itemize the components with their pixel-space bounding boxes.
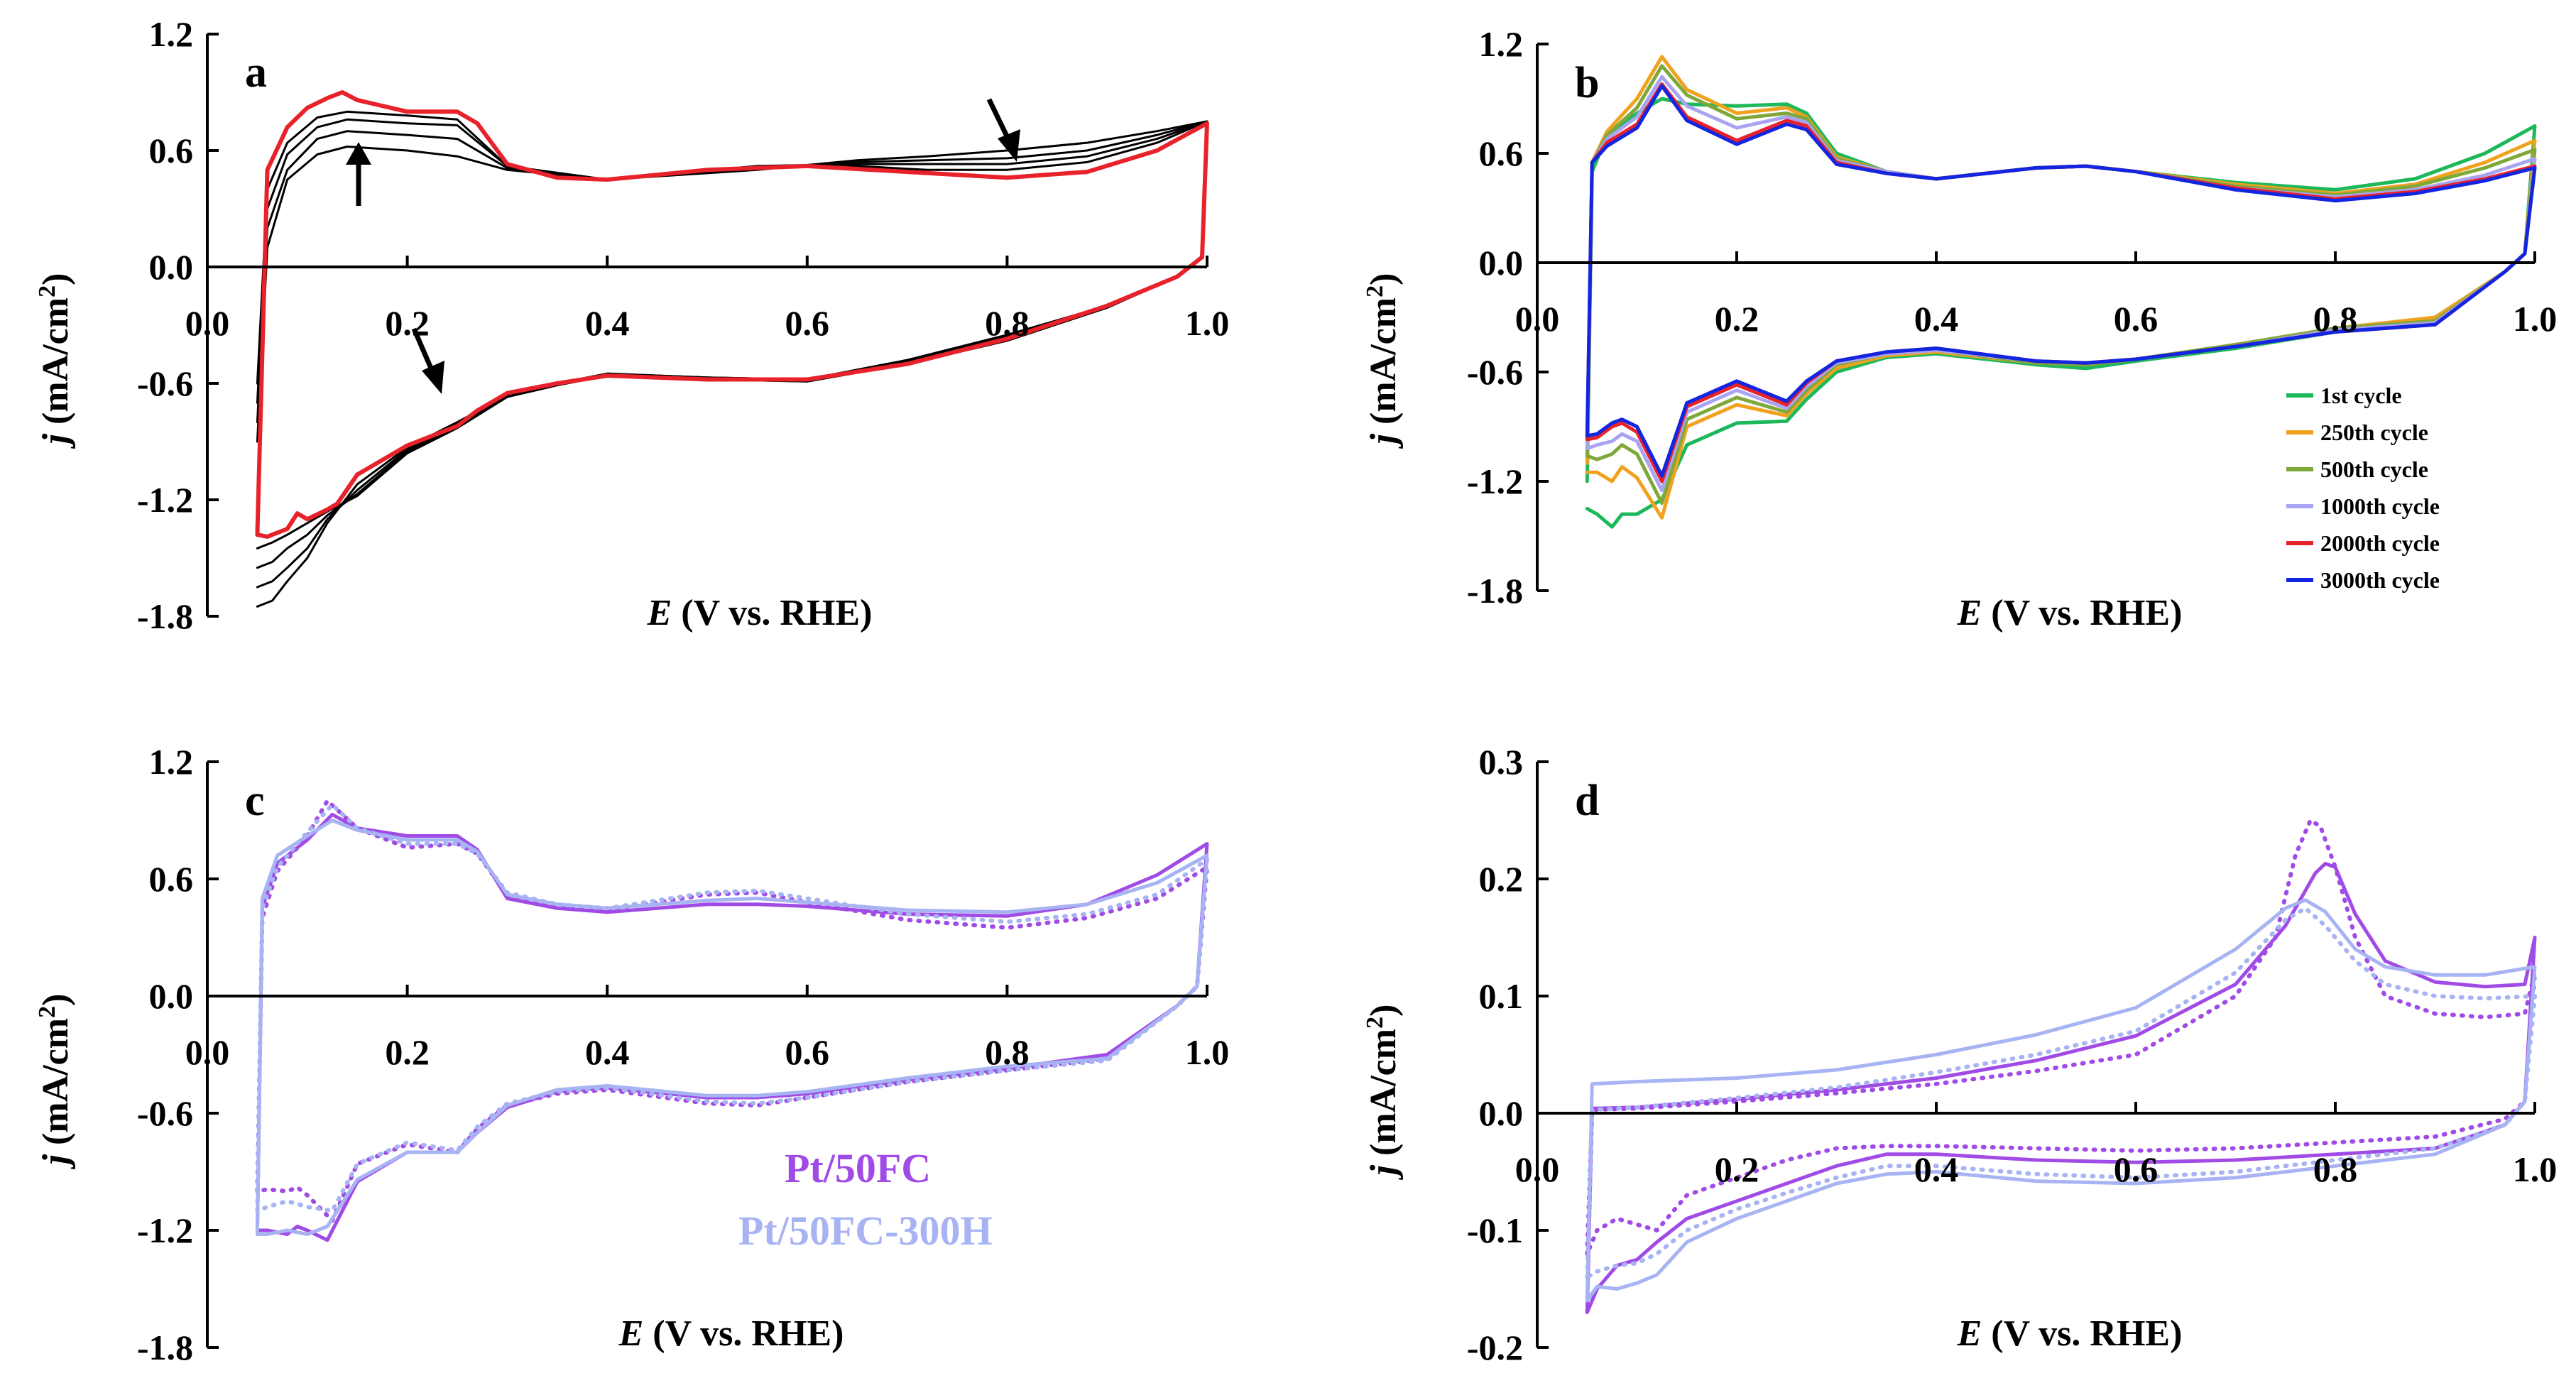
panel-d-x-tick-label: 0.2	[1715, 1149, 1759, 1189]
legend-entry: 1st cycle	[2320, 383, 2402, 408]
panel-a-y-tick-label: 1.2	[149, 14, 194, 54]
legend-entry: 1000th cycle	[2320, 493, 2440, 519]
arrow-anodic-growth	[346, 142, 371, 206]
panel-d-x-tick-label: 0.0	[1515, 1149, 1560, 1189]
panel-b-ylabel: j (mA/cm2)	[1362, 273, 1404, 449]
panel-c-series-pt-50fc-300h-dotted	[255, 802, 1209, 1213]
panel-a-letter: a	[245, 48, 267, 97]
panel-a-series-cycle-3	[256, 118, 1208, 569]
panel-b-x-tick-label: 0.0	[1515, 299, 1560, 339]
panel-d-series-pt-50fc-300h-dotted	[1585, 906, 2537, 1279]
panel-d-y-tick-label: 0.1	[1479, 976, 1524, 1016]
panel-a-x-tick-label: 0.6	[785, 303, 830, 343]
panel-b-x-tick-label: 0.6	[2114, 299, 2159, 339]
panel-c-series	[255, 799, 1209, 1242]
panel-a-series-early-cycle	[256, 120, 1208, 608]
panel-c-series-pt-50fc	[255, 812, 1209, 1242]
panel-d-y-tick-label: -0.1	[1467, 1210, 1523, 1250]
panel-d-y-tick-label: 0.3	[1479, 742, 1524, 782]
panel-a-ylabel: j (mA/cm2)	[34, 273, 77, 449]
panel-a-xlabel: E (V vs. RHE)	[647, 593, 873, 633]
panel-d-series	[1585, 818, 2537, 1314]
panel-c-series-pt-50fc-dotted	[255, 799, 1209, 1223]
panel-b-series	[1585, 55, 2537, 529]
legend-entry: 250th cycle	[2320, 420, 2428, 445]
panel-a-x-tick-label: 0.2	[385, 303, 430, 343]
panel-a-chart: 1.20.60.0-0.6-1.2-1.80.0 0.2 0.4 0.6 0.8 1.0 …	[34, 14, 1230, 636]
panel-a-series-final-cycle	[255, 90, 1209, 539]
panel-a-y-tick-label: 0.6	[149, 131, 194, 170]
panel-c-y-tick-label: -1.8	[137, 1328, 193, 1367]
panel-c-y-tick-label: 0.6	[149, 859, 194, 899]
panel-b-y-tick-label: -0.6	[1467, 352, 1523, 392]
panel-b-series-3000th-cycle	[1585, 84, 2537, 478]
panel-d-x-tick-label: 0.8	[2313, 1149, 2358, 1189]
panel-c-y-tick-label: -0.6	[137, 1093, 193, 1133]
legend-label-pt50fc: Pt/50FC	[785, 1145, 931, 1191]
panel-a-y-tick-label: -1.2	[137, 480, 193, 520]
panel-b-letter: b	[1575, 59, 1599, 107]
legend-label-pt50fc-300h: Pt/50FC-300H	[738, 1208, 993, 1254]
panel-d-xlabel: E (V vs. RHE)	[1957, 1313, 2183, 1354]
panel-b-chart: 1.20.60.0-0.6-1.2-1.80.0 0.2 0.4 0.6 0.8 1.0 …	[1362, 24, 2558, 633]
panel-a-series-cycle-2	[256, 120, 1208, 589]
panel-d-y-tick-label: 0.2	[1479, 859, 1524, 899]
panel-d-letter: d	[1575, 777, 1599, 825]
panel-b-y-tick-label: 0.6	[1479, 133, 1524, 173]
legend-entry: 500th cycle	[2320, 456, 2428, 482]
panel-d-y-tick-label: 0.0	[1479, 1093, 1524, 1133]
panel-a-ticks: 1.2 0.6 0.0 -0.6 -1.2 -1.8 0.0 0.2 0.4 0.6 0.8 1.0	[137, 14, 1229, 636]
panel-c-x-tick-label: 0.2	[385, 1032, 430, 1072]
panel-a-x-tick-label: 0.0	[185, 303, 230, 343]
panel-b-y-tick-label: 1.2	[1479, 24, 1524, 64]
panel-b-ticks: 1.2 0.6 0.0 -0.6 -1.2 -1.8 0.0 0.2 0.4 0.6 0.8 1.0	[1467, 24, 2557, 611]
panel-c-ticks: 1.2 0.6 0.0 -0.6 -1.2 -1.8 0.0 0.2 0.4 0.6 0.8 1.0	[137, 742, 1229, 1367]
panel-c-x-tick-label: 1.0	[1185, 1032, 1230, 1072]
panel-a-x-tick-label: 1.0	[1185, 303, 1230, 343]
panel-b-x-tick-label: 0.8	[2313, 299, 2358, 339]
panel-d-ticks: 0.3 0.2 0.1 0.0 -0.1 -0.2 0.0 0.2 0.4 0.6 0.8 1.0	[1467, 742, 2557, 1367]
panel-a-y-tick-label: -0.6	[137, 363, 193, 403]
arrow-cathodic-hup	[411, 327, 444, 394]
panel-b-xlabel: E (V vs. RHE)	[1957, 593, 2183, 633]
panel-c-y-tick-label: -1.2	[137, 1210, 193, 1250]
panel-d-ylabel: j (mA/cm2)	[1362, 1005, 1404, 1181]
panel-b-x-tick-label: 0.2	[1715, 299, 1759, 339]
panel-a-y-tick-label: -1.8	[137, 596, 193, 636]
panel-a-x-tick-label: 0.8	[985, 303, 1030, 343]
panel-c-y-tick-label: 0.0	[149, 976, 194, 1016]
panel-c-xlabel: E (V vs. RHE)	[618, 1313, 844, 1354]
panel-a-x-tick-label: 0.4	[585, 303, 630, 343]
panel-b-y-tick-label: -1.8	[1467, 571, 1523, 611]
panel-c-x-tick-label: 0.4	[585, 1032, 630, 1072]
panel-d-x-tick-label: 0.4	[1914, 1149, 1959, 1189]
panel-d-series-pt-50fc	[1585, 862, 2537, 1314]
legend-entry: 3000th cycle	[2320, 567, 2440, 593]
panel-d-series-pt-50fc-300h	[1585, 898, 2537, 1303]
legend-entry: 2000th cycle	[2320, 530, 2440, 556]
panel-d-x-tick-label: 0.6	[2114, 1149, 2159, 1189]
panel-c-ylabel: j (mA/cm2)	[34, 994, 77, 1170]
panel-b-x-tick-label: 0.4	[1914, 299, 1959, 339]
panel-a-series	[255, 90, 1209, 608]
panel-c-chart: 1.20.60.0-0.6-1.2-1.80.0 0.2 0.4 0.6 0.8 1.0 …	[34, 742, 1230, 1367]
panel-b-y-tick-label: -1.2	[1467, 461, 1523, 501]
panel-d-series-pt-50fc-dotted	[1585, 818, 2537, 1256]
panel-c-x-tick-label: 0.0	[185, 1032, 230, 1072]
panel-c-series-pt-50fc-300h	[255, 819, 1209, 1236]
arrow-high-potential	[986, 98, 1020, 162]
panel-c-x-tick-label: 0.8	[985, 1032, 1030, 1072]
panel-c-x-tick-label: 0.6	[785, 1032, 830, 1072]
panel-a-y-tick-label: 0.0	[149, 247, 194, 287]
panel-d-x-tick-label: 1.0	[2513, 1149, 2558, 1189]
panel-b-y-tick-label: 0.0	[1479, 243, 1524, 283]
panel-c-letter: c	[245, 777, 265, 825]
panel-b-x-tick-label: 1.0	[2513, 299, 2558, 339]
panel-b-legend: 1st cycle 250th cycle 500th cycle 1000th cy…	[2286, 383, 2440, 593]
panel-c-y-tick-label: 1.2	[149, 742, 194, 782]
panel-d-chart: 0.3 0.2 0.1 0.0 -0.1 -0.2 0.0 0.2 0.4 0.6 0.8 1.0 d…	[1362, 742, 2558, 1367]
panel-d-y-tick-label: -0.2	[1467, 1328, 1523, 1367]
